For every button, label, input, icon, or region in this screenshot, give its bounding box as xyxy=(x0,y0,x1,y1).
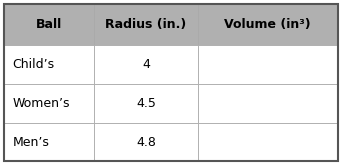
Bar xyxy=(4,4,94,45)
Bar xyxy=(198,45,338,84)
Bar xyxy=(198,4,338,45)
Bar xyxy=(198,84,338,123)
Bar xyxy=(94,4,198,45)
Text: Radius (in.): Radius (in.) xyxy=(105,18,187,31)
Text: Child’s: Child’s xyxy=(13,58,55,71)
Text: Ball: Ball xyxy=(36,18,62,31)
Text: 4.5: 4.5 xyxy=(136,97,156,110)
Bar xyxy=(94,123,198,161)
Bar xyxy=(4,84,94,123)
Bar xyxy=(4,123,94,161)
Bar xyxy=(198,123,338,161)
Bar xyxy=(4,45,94,84)
Text: Men’s: Men’s xyxy=(13,135,50,148)
Text: 4: 4 xyxy=(142,58,150,71)
Text: Women’s: Women’s xyxy=(13,97,70,110)
Bar xyxy=(94,45,198,84)
Text: 4.8: 4.8 xyxy=(136,135,156,148)
Text: Volume (in³): Volume (in³) xyxy=(224,18,311,31)
Bar xyxy=(94,84,198,123)
